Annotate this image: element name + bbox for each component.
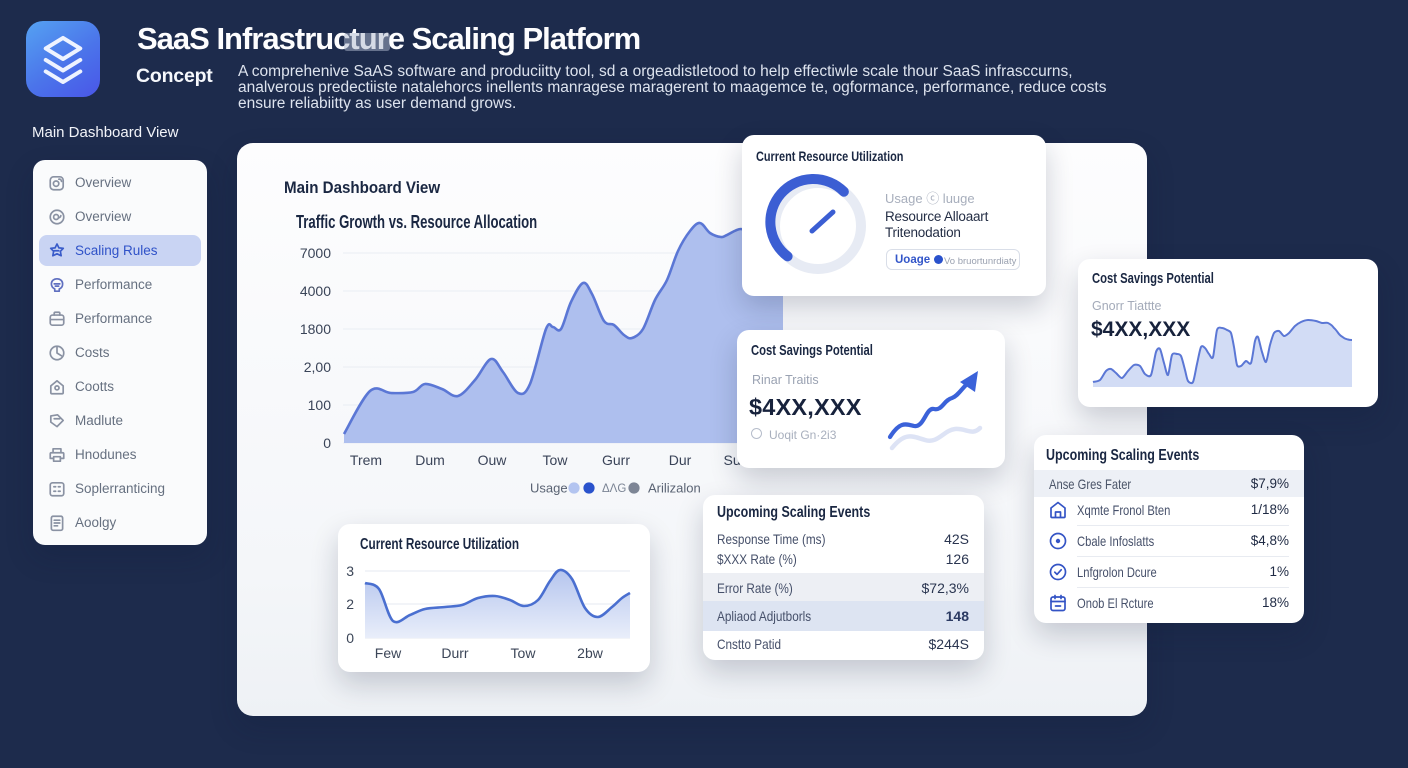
- svg-text:0: 0: [346, 630, 354, 646]
- svg-text:ΔΛG: ΔΛG: [602, 483, 626, 495]
- svg-text:Durr: Durr: [441, 645, 469, 661]
- svg-text:Tow: Tow: [543, 452, 569, 468]
- svg-text:2: 2: [346, 596, 354, 612]
- svg-text:Ouw: Ouw: [478, 452, 508, 468]
- svg-text:4000: 4000: [300, 283, 331, 299]
- svg-text:2bw: 2bw: [577, 645, 604, 661]
- svg-text:Tow: Tow: [511, 645, 537, 661]
- svg-text:Dum: Dum: [415, 452, 445, 468]
- svg-text:Trem: Trem: [350, 452, 382, 468]
- svg-text:Arilizalon: Arilizalon: [648, 481, 701, 496]
- svg-text:Few: Few: [375, 645, 402, 661]
- svg-text:0: 0: [323, 435, 331, 451]
- svg-text:3: 3: [346, 563, 354, 579]
- svg-text:Gurr: Gurr: [602, 452, 630, 468]
- svg-text:Dur: Dur: [669, 452, 692, 468]
- svg-text:Usage: Usage: [530, 481, 568, 496]
- svg-text:1800: 1800: [300, 321, 331, 337]
- svg-text:100: 100: [308, 397, 332, 413]
- svg-text:7000: 7000: [300, 245, 331, 261]
- svg-text:2,00: 2,00: [304, 359, 331, 375]
